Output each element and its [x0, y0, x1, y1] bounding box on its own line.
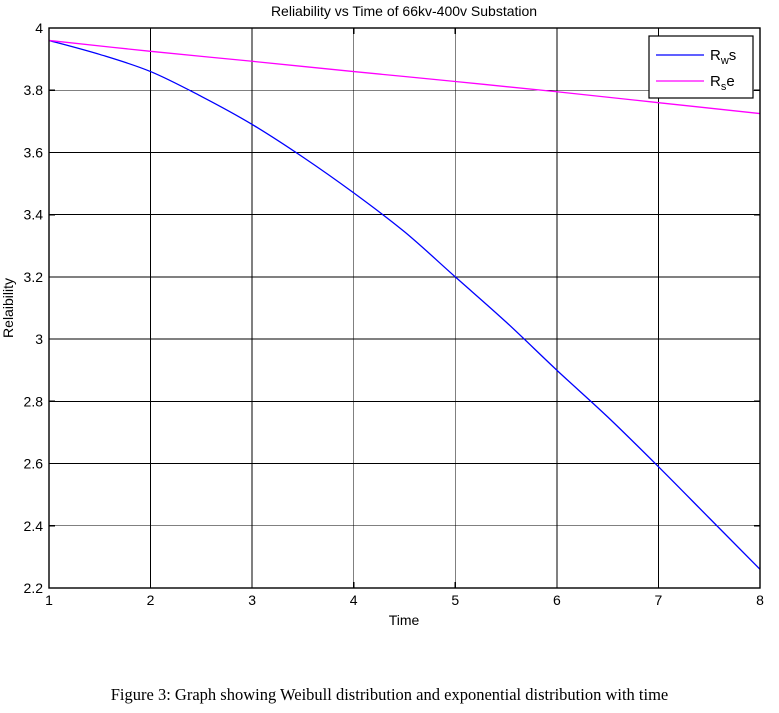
- grid-lines: [49, 28, 760, 588]
- figure-caption: Figure 3: Graph showing Weibull distribu…: [110, 685, 669, 704]
- y-tick-label: 4: [35, 20, 43, 36]
- legend: Rws Rse: [648, 35, 754, 99]
- series-line-rse: [48, 39, 761, 115]
- legend-entry-rse: Rse: [656, 73, 735, 93]
- x-tick-label: 7: [655, 592, 663, 608]
- chart-title: Reliability vs Time of 66kv-400v Substat…: [271, 3, 537, 19]
- x-axis-label: Time: [389, 612, 420, 628]
- legend-box: [648, 35, 754, 99]
- x-tick-label: 4: [350, 592, 358, 608]
- x-tick-labels: 1 2 3 4 5 6 7 8: [45, 592, 764, 608]
- y-tick-label: 3.4: [24, 207, 44, 223]
- y-tick-label: 2.6: [24, 456, 44, 472]
- y-tick-label: 2.2: [24, 580, 44, 596]
- series-line-rws: [48, 39, 761, 570]
- reliability-chart: 1 2 3 4 5 6 7 8 2.2 2.4 2.6 2.8 3 3.2 3.4 3.6 3.8 4 Rws Rse…: [0, 3, 765, 628]
- y-tick-label: 3.8: [24, 82, 44, 98]
- x-tick-label: 3: [248, 592, 256, 608]
- plot-layer: 1 2 3 4 5 6 7 8 2.2 2.4 2.6 2.8 3 3.2 3.4 3.6 3.8 4 Rws Rse: [24, 20, 765, 608]
- legend-label: Rse: [710, 73, 735, 93]
- legend-label: Rws: [710, 47, 736, 67]
- y-tick-label: 2.8: [24, 393, 44, 409]
- x-tick-label: 1: [45, 592, 53, 608]
- plot-border: [48, 27, 761, 589]
- legend-entry-rws: Rws: [656, 47, 736, 67]
- y-tick-label: 3: [35, 331, 43, 347]
- plot-background: [49, 28, 760, 588]
- x-tick-label: 2: [147, 592, 155, 608]
- x-tick-label: 6: [553, 592, 561, 608]
- y-tick-labels: 2.2 2.4 2.6 2.8 3 3.2 3.4 3.6 3.8 4: [24, 20, 44, 596]
- x-tick-label: 5: [451, 592, 459, 608]
- x-tick-label: 8: [756, 592, 764, 608]
- y-tick-label: 2.4: [24, 518, 44, 534]
- y-tick-label: 3.6: [24, 144, 44, 160]
- y-tick-label: 3.2: [24, 269, 44, 285]
- y-axis-label: Relaibility: [0, 278, 16, 338]
